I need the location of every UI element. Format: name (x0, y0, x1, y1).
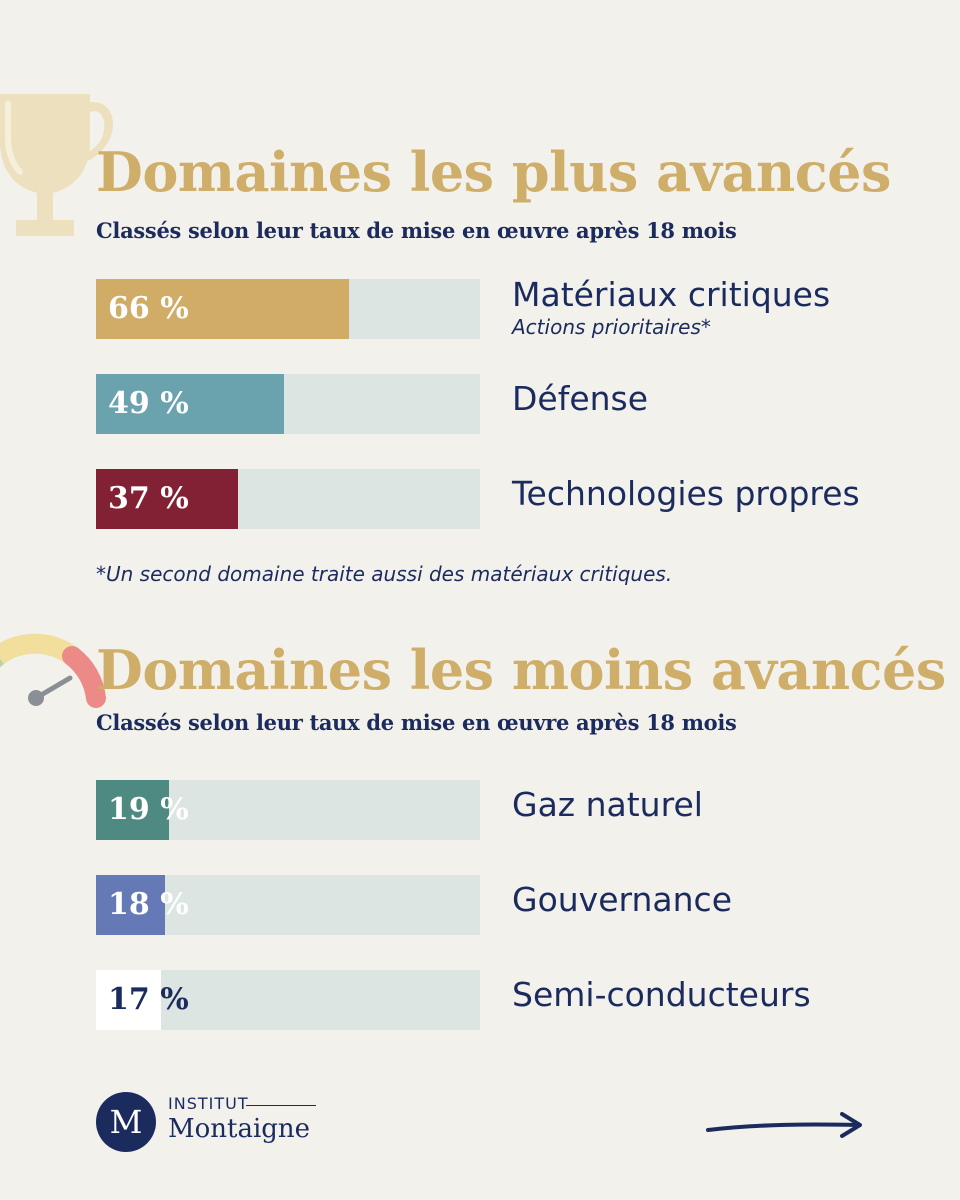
bar-value-label: 18 % (108, 887, 189, 922)
category-label: Gouvernance (512, 880, 732, 919)
bottom-title: Domaines les moins avancés (96, 638, 946, 702)
logo-divider (246, 1105, 316, 1106)
category-label: Matériaux critiques (512, 275, 831, 314)
bar (96, 780, 169, 840)
institut-montaigne-logo: M INSTITUT Montaigne (96, 1092, 356, 1152)
category-label: Technologies propres (512, 474, 860, 513)
bar (96, 970, 162, 1030)
trophy-icon (0, 94, 114, 236)
category-label: Semi-conducteurs (512, 975, 811, 1014)
footnote: *Un second domaine traite aussi des maté… (96, 562, 673, 586)
bottom-bar-row: 19 % (96, 780, 480, 840)
bar-value-label: 49 % (108, 386, 189, 421)
category-note: Actions prioritaires* (512, 315, 711, 339)
top-bar-row: 37 % (96, 469, 480, 529)
top-subtitle: Classés selon leur taux de mise en œuvre… (96, 218, 737, 243)
bottom-subtitle: Classés selon leur taux de mise en œuvre… (96, 710, 737, 735)
logo-line-2: Montaigne (168, 1114, 311, 1144)
top-title: Domaines les plus avancés (96, 140, 891, 204)
category-label: Défense (512, 379, 649, 418)
logo-line-1: INSTITUT (168, 1094, 249, 1113)
gauge-icon (0, 633, 106, 708)
category-label: Gaz naturel (512, 785, 703, 824)
top-bar-row: 49 % (96, 374, 480, 434)
bar (96, 875, 166, 935)
bar (96, 374, 285, 434)
bar (96, 279, 350, 339)
top-bar-row: 66 % (96, 279, 480, 339)
logo-monogram: M (96, 1092, 156, 1152)
bar-value-label: 37 % (108, 481, 189, 516)
arrow-right-icon[interactable] (700, 1108, 870, 1142)
bottom-bar-row: 17 % (96, 970, 480, 1030)
bar-value-label: 66 % (108, 291, 189, 326)
bottom-bar-row: 18 % (96, 875, 480, 935)
bar-value-label: 19 % (108, 792, 189, 827)
bar-value-label: 17 % (108, 982, 189, 1017)
bar (96, 469, 239, 529)
